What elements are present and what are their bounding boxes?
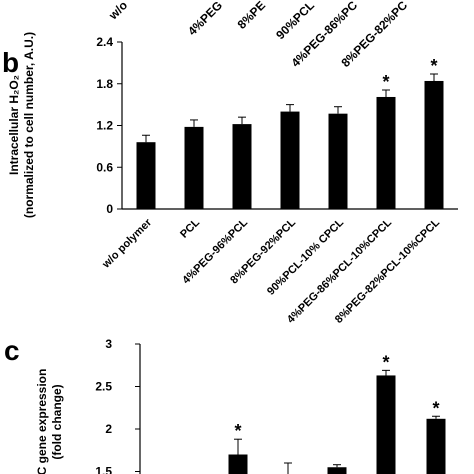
panel-a-tick-label: 90%PCL: [273, 0, 317, 42]
panel-c-bar: [376, 375, 396, 474]
panel-b-y-tick-label: 1.2: [96, 119, 113, 133]
panel-c-y-tick-label: 1.5: [95, 465, 112, 474]
panel-b-significance-marker: *: [382, 72, 389, 92]
panel-b-y-tick-label: 2.4: [96, 35, 113, 49]
panel-b-ylabel-line1: Intracellular H₂O₂: [7, 75, 21, 175]
panel-c-ylabel-line1: C gene expression: [35, 369, 49, 474]
panel-b-y-tick-label: 0.6: [96, 160, 113, 174]
panel-c-bar: [228, 454, 248, 474]
panel-b-bar: [280, 111, 300, 209]
panel-b-bar: [184, 126, 204, 209]
panel-b-bar: [376, 96, 396, 209]
panel-c-significance-marker: *: [234, 421, 241, 441]
panel-b-y-tick-label: 0: [106, 202, 113, 216]
panel-label-c: c: [4, 335, 20, 366]
panel-b-bar: [136, 142, 156, 209]
panel-c-plot: 1.5 2 2.5 3 * * *: [95, 337, 446, 474]
panel-b-y-tick-label: 1.8: [96, 77, 113, 91]
panel-b-bar: [424, 80, 444, 209]
panel-a-tick-label: 8%PE: [235, 0, 268, 32]
panel-label-b: b: [2, 47, 19, 78]
panel-b-significance-marker: *: [430, 56, 437, 76]
panel-b-ylabel: Intracellular H₂O₂ (normalized to cell n…: [7, 32, 36, 218]
panel-c-y-tick-label: 3: [105, 337, 112, 351]
panel-c-y-tick-label: 2: [105, 422, 112, 436]
panel-b-x-tick-label: w/o polymer: [100, 216, 155, 271]
panel-c-ylabel-line2: (fold change): [50, 384, 64, 459]
panel-a-tick-label: w/o: [105, 0, 130, 23]
panel-b-ylabel-line2: (normalized to cell number, A.U.): [22, 32, 36, 218]
panel-c-significance-marker: *: [432, 398, 439, 418]
panel-b-x-tick-label: 8%PEG-82%PCL-10%CPCL: [333, 216, 442, 325]
panel-c-ylabel: C gene expression (fold change): [35, 369, 64, 474]
panel-c-bar: [426, 418, 446, 474]
panel-c-bar: [327, 467, 347, 474]
panel-c-significance-marker: *: [382, 352, 389, 372]
panel-b-bar: [328, 113, 348, 209]
panel-c-y-tick-label: 2.5: [95, 380, 112, 394]
panel-b-x-tick-label: PCL: [178, 216, 202, 240]
panel-b-bar: [232, 124, 252, 209]
panel-a-tick-label: 4%PEG: [185, 0, 225, 38]
panel-b-plot: 00.61.21.82.4w/o polymer PCL4%PEG-96%PCL8…: [96, 35, 458, 326]
